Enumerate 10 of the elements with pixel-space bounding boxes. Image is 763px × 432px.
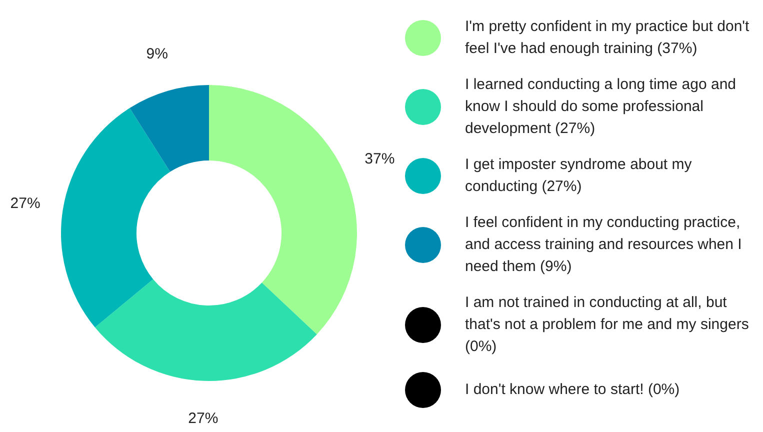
- legend-label: I don't know where to start! (0%): [465, 380, 681, 400]
- data-label: 27%: [188, 410, 218, 428]
- legend-label: I learned conducting a long time ago and know I should do some professional development (27%): [465, 75, 738, 139]
- legend-label: I get imposter syndrome about my conducting (27%): [465, 155, 693, 197]
- data-label: 27%: [10, 195, 40, 212]
- legend-label: I am not trained in conducting at all, but that's not a problem for me and my singers (0%): [465, 293, 750, 357]
- legend-label: I feel confident in my conducting practice, and access training and resources when I need them (9%): [465, 213, 743, 277]
- data-label: 9%: [146, 46, 168, 63]
- legend-label: I'm pretty confident in my practice but don't feel I've had enough training (37%): [465, 17, 750, 59]
- data-label: 37%: [364, 150, 395, 168]
